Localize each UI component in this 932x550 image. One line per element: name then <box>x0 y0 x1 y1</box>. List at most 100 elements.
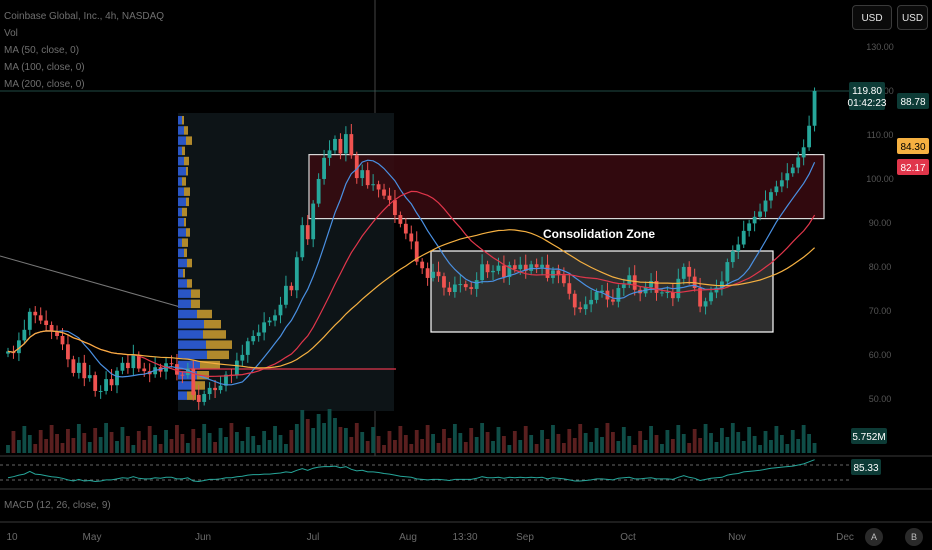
candle-body <box>115 370 119 386</box>
candle-body <box>98 390 103 392</box>
profile-bar-buy <box>178 167 186 176</box>
candle-body <box>38 315 43 321</box>
ma50-legend[interactable]: MA (50, close, 0) <box>4 45 80 56</box>
candle-body <box>801 147 806 158</box>
ma100-value-tag-bg <box>897 159 929 175</box>
candle-body <box>785 173 790 181</box>
volume-bar <box>33 444 38 453</box>
candle-body <box>518 264 523 270</box>
candle-body <box>245 341 250 355</box>
ma200-legend[interactable]: MA (200, close, 0) <box>4 79 85 90</box>
volume-bar <box>600 437 604 453</box>
candle-body <box>567 283 572 294</box>
price-tick-label: 90.00 <box>869 218 892 228</box>
profile-bar-sell <box>186 167 188 176</box>
vol-legend[interactable]: Vol <box>4 28 18 39</box>
volume-bar <box>409 444 414 453</box>
candle-body <box>698 288 703 307</box>
volume-bar <box>349 437 354 453</box>
profile-bar-buy <box>178 309 197 319</box>
profile-bar-buy <box>178 258 187 268</box>
candle-body <box>616 288 621 302</box>
candle-body <box>431 271 435 278</box>
candle-body <box>458 284 463 286</box>
macd-legend[interactable]: MACD (12, 26, close, 9) <box>4 500 111 511</box>
volume-bar <box>779 435 784 453</box>
candle-body <box>474 280 479 289</box>
candle-body <box>665 292 670 294</box>
volume-bar <box>365 441 370 453</box>
ma100-legend[interactable]: MA (100, close, 0) <box>4 62 85 73</box>
volume-bar <box>87 442 92 453</box>
profile-bar-sell <box>191 289 200 298</box>
volume-bar <box>638 431 643 453</box>
volume-bar <box>714 442 719 453</box>
volume-bar <box>131 445 136 453</box>
candle-body <box>589 299 594 305</box>
candle-body <box>60 335 65 345</box>
ma50-line <box>7 159 816 386</box>
volume-bar <box>681 434 686 453</box>
price-tick-label: 70.00 <box>869 306 892 316</box>
candle-body <box>387 195 392 201</box>
candle-body <box>523 264 528 271</box>
candle-body <box>583 304 588 310</box>
profile-bar-sell <box>184 126 188 135</box>
auto-scale-button[interactable]: A <box>865 528 883 546</box>
candle-body <box>807 125 812 148</box>
moving-averages <box>7 159 816 386</box>
rsi-pane <box>0 459 850 483</box>
volume-bar <box>480 423 485 453</box>
volume-bar <box>213 442 217 453</box>
profile-bar-buy <box>178 289 191 298</box>
candle-body <box>414 241 419 262</box>
volume-bar <box>44 439 49 453</box>
candle-body <box>654 281 659 293</box>
currency-button[interactable]: USD <box>852 5 892 30</box>
volume-bar <box>376 436 381 453</box>
volume-bar <box>16 440 21 453</box>
volume-bar <box>807 434 812 453</box>
candle-body <box>49 324 54 332</box>
profile-bar-buy <box>178 146 182 156</box>
candle-body <box>218 385 223 391</box>
volume-bar <box>115 441 119 453</box>
candle-body <box>425 268 430 278</box>
volume-bar <box>763 431 768 453</box>
candle-body <box>463 284 468 288</box>
candle-body <box>55 331 59 336</box>
volume-bar <box>785 444 790 453</box>
profile-bar-buy <box>178 238 182 247</box>
log-scale-button[interactable]: B <box>905 528 923 546</box>
time-tick-label: Jun <box>195 532 211 543</box>
profile-bar-sell <box>183 269 185 278</box>
candle-body <box>180 374 185 376</box>
chart-title: Coinbase Global, Inc., 4h, NASDAQ <box>4 11 165 22</box>
volume-bar <box>643 440 648 453</box>
volume-bar <box>158 444 163 453</box>
volume-bar <box>305 419 310 453</box>
volume-bar <box>267 440 272 453</box>
volume-bar <box>196 438 201 453</box>
candle-body <box>627 275 632 285</box>
candle-body <box>681 266 686 279</box>
profile-bar-buy <box>178 136 186 145</box>
ma200-value-tag-bg <box>897 138 929 154</box>
volume-bar <box>153 435 158 453</box>
ma50-value-tag-bg <box>897 93 929 109</box>
currency-button-2[interactable]: USD <box>897 5 928 30</box>
candle-body <box>104 379 109 391</box>
candle-body <box>420 261 425 269</box>
profile-bar-sell <box>184 156 189 166</box>
time-tick-label: Aug <box>399 532 417 543</box>
candle-body <box>649 281 653 288</box>
chart-background <box>0 0 932 523</box>
volume-bar <box>71 438 76 453</box>
volume-bar <box>436 443 441 453</box>
candle-body <box>66 344 70 360</box>
candle-body <box>556 270 561 276</box>
candle-body <box>491 270 495 273</box>
candle-body <box>44 320 49 325</box>
volume-bar <box>6 445 10 453</box>
